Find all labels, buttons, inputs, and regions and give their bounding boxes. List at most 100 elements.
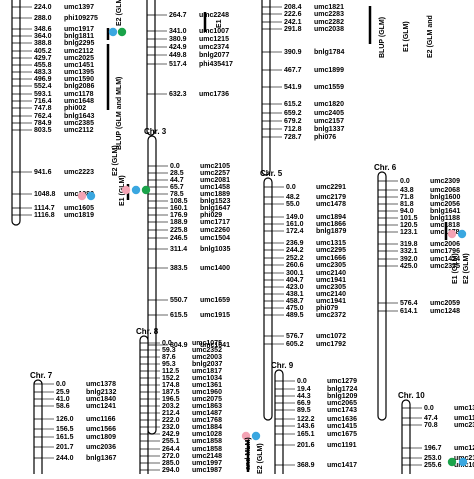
marker-position: 225.8 bbox=[170, 227, 188, 234]
marker-name: umc1863 bbox=[192, 403, 222, 410]
marker-position: 311.4 bbox=[170, 246, 187, 253]
marker-name: umc2081 bbox=[200, 177, 230, 184]
marker-name: umc2283 bbox=[314, 11, 344, 18]
marker-position: 458.7 bbox=[286, 298, 304, 305]
chr4-group: 208.4 umc1821 222.6 umc2283 242.1 umc2282 291.… bbox=[261, 0, 344, 176]
qtl-label-q-chr1b: E2 (GLM) bbox=[116, 0, 123, 26]
qtl-label-q-chr3b: E2 (GLM) bbox=[112, 145, 119, 176]
marker-name: umc1809 bbox=[86, 434, 116, 441]
marker-name: umc1894 bbox=[316, 214, 346, 221]
marker-position: 489.5 bbox=[286, 312, 304, 319]
marker-name: umc1400 bbox=[200, 265, 230, 272]
marker-position: 348.6 bbox=[34, 26, 52, 33]
qtl-label-q-chr6a: E1 (GLM) bbox=[452, 253, 459, 284]
marker-position: 95.3 bbox=[162, 361, 176, 368]
marker-position: 449.8 bbox=[169, 52, 187, 59]
marker-position: 784.9 bbox=[34, 120, 52, 127]
marker-name: bnlg1784 bbox=[314, 49, 344, 56]
marker-name: umc1866 bbox=[316, 221, 346, 228]
marker-position: 120.5 bbox=[400, 222, 418, 229]
marker-name: umc1941 bbox=[316, 298, 346, 305]
marker-position: 44.3 bbox=[297, 393, 311, 400]
chr5-title: Chr. 5 bbox=[260, 169, 283, 178]
marker-position: 201.6 bbox=[297, 442, 315, 449]
qtl-label-q-chr4a: BLUP (GLM) bbox=[379, 17, 386, 58]
chr5-bar bbox=[263, 177, 273, 421]
marker-name: umc1458 bbox=[200, 184, 230, 191]
marker-name: umc2405 bbox=[314, 110, 344, 117]
marker-position: 196.7 bbox=[424, 445, 442, 452]
marker-name: umc1239 bbox=[454, 445, 474, 452]
marker-name: umc1075 bbox=[192, 340, 222, 347]
marker-position: 264.4 bbox=[162, 446, 180, 453]
marker-name: bnlg1188 bbox=[430, 215, 460, 222]
marker-name: umc1315 bbox=[316, 240, 346, 247]
marker-position: 47.4 bbox=[424, 415, 438, 422]
marker-position: 614.1 bbox=[400, 308, 418, 315]
marker-name: umc2291 bbox=[316, 184, 346, 191]
marker-position: 242.1 bbox=[284, 19, 302, 26]
marker-position: 390.9 bbox=[284, 49, 302, 56]
marker-position: 541.9 bbox=[284, 84, 302, 91]
marker-name: umc1590 bbox=[64, 76, 94, 83]
chr9-bar bbox=[274, 369, 284, 479]
marker-name: umc2282 bbox=[314, 19, 344, 26]
marker-name: umc2385 bbox=[64, 120, 94, 127]
marker-name: umc1397 bbox=[64, 4, 94, 11]
marker-name: umc2065 bbox=[327, 400, 357, 407]
chr8-group: Chr. 80.0 umc1075 59.3 umc2352 87.6 umc2003 95… bbox=[136, 327, 222, 479]
marker-position: 122.2 bbox=[297, 416, 315, 423]
marker-name: umc1166 bbox=[86, 416, 116, 423]
marker-name: bnlg1337 bbox=[314, 126, 344, 133]
marker-position: 66.9 bbox=[297, 400, 311, 407]
marker-position: 423.0 bbox=[286, 284, 304, 291]
marker-position: 87.6 bbox=[162, 354, 176, 361]
marker-name: umc2038 bbox=[314, 26, 344, 33]
marker-name: umc1917 bbox=[64, 26, 94, 33]
chr10-title: Chr. 10 bbox=[398, 391, 425, 400]
marker-position: 19.4 bbox=[297, 386, 311, 393]
marker-name: umc2372 bbox=[316, 312, 346, 319]
chr9-title: Chr. 9 bbox=[271, 361, 294, 370]
marker-name: umc1889 bbox=[200, 191, 230, 198]
qtl-dot-blue bbox=[457, 229, 467, 239]
marker-position: 161.5 bbox=[56, 434, 74, 441]
marker-name: umc2140 bbox=[316, 270, 346, 277]
marker-name: umc1559 bbox=[314, 84, 344, 91]
qtl-label-q-chr6b: E2 (GLM) bbox=[463, 253, 470, 284]
marker-name: umc1451 bbox=[64, 62, 94, 69]
qtl-dot-green bbox=[117, 27, 127, 37]
marker-name: umc1796 bbox=[430, 248, 460, 255]
marker-name: umc2036 bbox=[86, 444, 116, 451]
marker-position: 425.0 bbox=[400, 263, 418, 270]
marker-name: phi029 bbox=[200, 212, 222, 219]
marker-position: 0.0 bbox=[170, 163, 180, 170]
qtl-label-q-chr4c: E2 (GLM and bbox=[427, 15, 434, 58]
qtl-dot-blue bbox=[251, 431, 261, 441]
marker-position: 78.5 bbox=[170, 191, 184, 198]
marker-position: 244.2 bbox=[286, 247, 304, 254]
marker-name: bnlg1811 bbox=[64, 33, 94, 40]
qtl-dot-blue bbox=[108, 27, 118, 37]
chr9-group: Chr. 9 0.0 umc1279 19.4 bnlg1724 44.3 bnlg1209… bbox=[271, 361, 357, 479]
marker-name: umc1817 bbox=[192, 368, 222, 375]
qtl-dot-blue bbox=[131, 185, 141, 195]
marker-position: 517.4 bbox=[169, 61, 187, 68]
qtl-label-q-chr2: E1 bbox=[216, 19, 223, 28]
marker-name: umc1717 bbox=[200, 219, 230, 226]
marker-position: 0.0 bbox=[400, 178, 410, 185]
marker-name: umc1659 bbox=[200, 297, 230, 304]
marker-position: 253.0 bbox=[424, 455, 442, 462]
marker-name: umc2148 bbox=[192, 453, 222, 460]
marker-name: umc2056 bbox=[430, 201, 460, 208]
marker-name: umc1191 bbox=[327, 442, 357, 449]
marker-position: 244.0 bbox=[56, 455, 74, 462]
marker-position: 804.9 bbox=[170, 342, 188, 349]
marker-name: umc1997 bbox=[192, 460, 222, 467]
marker-position: 188.9 bbox=[170, 219, 188, 226]
marker-position: 176.9 bbox=[170, 212, 188, 219]
marker-position: 58.6 bbox=[56, 403, 70, 410]
marker-name: umc1666 bbox=[316, 255, 346, 262]
qtl-dot-green bbox=[447, 457, 457, 467]
